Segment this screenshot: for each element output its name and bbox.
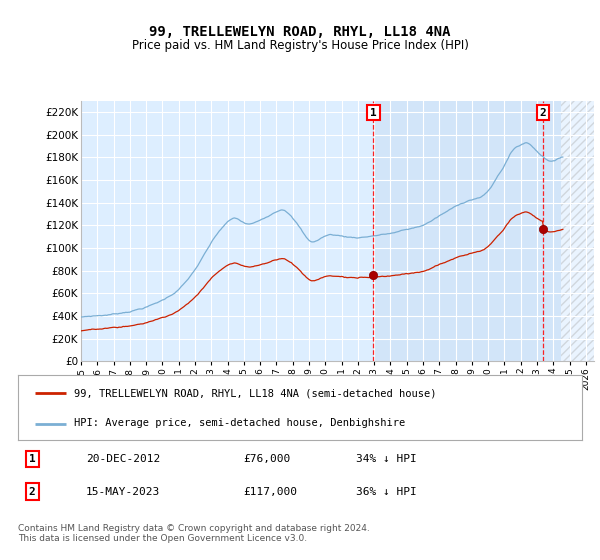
Text: 99, TRELLEWELYN ROAD, RHYL, LL18 4NA (semi-detached house): 99, TRELLEWELYN ROAD, RHYL, LL18 4NA (se…: [74, 388, 437, 398]
Text: 1: 1: [29, 454, 35, 464]
Text: £76,000: £76,000: [244, 454, 291, 464]
Text: 20-DEC-2012: 20-DEC-2012: [86, 454, 160, 464]
Text: Price paid vs. HM Land Registry's House Price Index (HPI): Price paid vs. HM Land Registry's House …: [131, 39, 469, 52]
Bar: [373, 101, 562, 361]
Text: 15-MAY-2023: 15-MAY-2023: [86, 487, 160, 497]
Text: Contains HM Land Registry data © Crown copyright and database right 2024.
This d: Contains HM Land Registry data © Crown c…: [18, 524, 370, 543]
Text: HPI: Average price, semi-detached house, Denbighshire: HPI: Average price, semi-detached house,…: [74, 418, 406, 428]
Text: 36% ↓ HPI: 36% ↓ HPI: [356, 487, 417, 497]
Text: 2: 2: [539, 108, 547, 118]
Text: 1: 1: [370, 108, 377, 118]
Text: 34% ↓ HPI: 34% ↓ HPI: [356, 454, 417, 464]
Text: 2: 2: [29, 487, 35, 497]
Text: 99, TRELLEWELYN ROAD, RHYL, LL18 4NA: 99, TRELLEWELYN ROAD, RHYL, LL18 4NA: [149, 25, 451, 39]
Text: £117,000: £117,000: [244, 487, 298, 497]
